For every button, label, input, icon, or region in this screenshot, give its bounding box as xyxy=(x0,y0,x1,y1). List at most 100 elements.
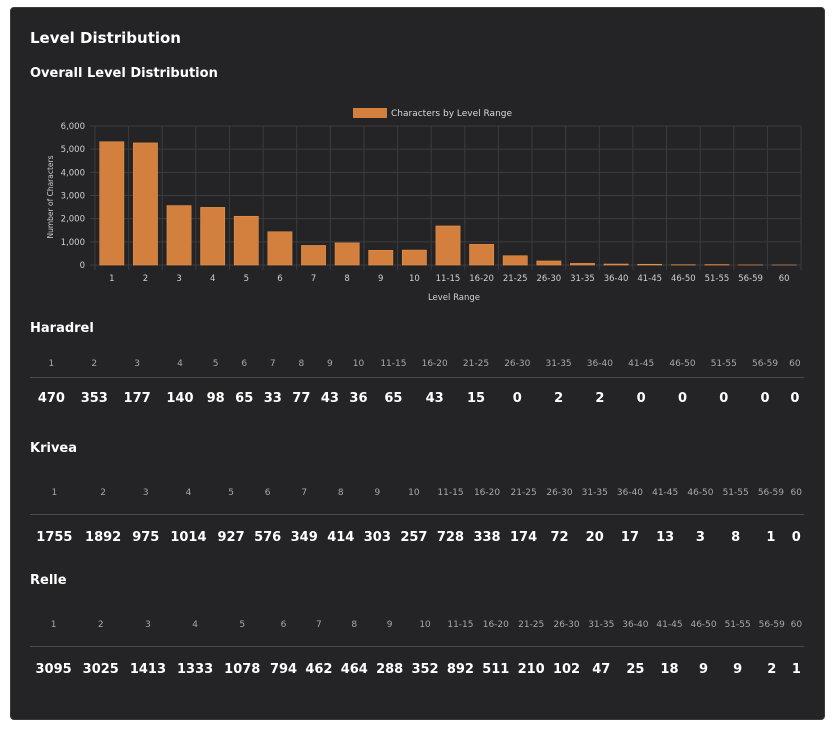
chart-legend[interactable]: Characters by Level Range xyxy=(353,108,512,119)
y-tick-label: 2,000 xyxy=(61,215,85,225)
count-cell: 462 xyxy=(305,661,333,677)
level-header-cell: 36-40 xyxy=(579,351,621,378)
bar-3[interactable] xyxy=(166,205,192,266)
level-header-cell: 7 xyxy=(285,472,323,515)
level-header-cell: 10 xyxy=(395,472,433,515)
count-cell: 43 xyxy=(320,390,339,406)
y-tick-label: 1,000 xyxy=(61,238,85,248)
level-header-cell: 3 xyxy=(127,472,165,515)
count-cell: 1755 xyxy=(36,529,73,545)
level-header-cell: 8 xyxy=(322,472,360,515)
bar-5[interactable] xyxy=(233,215,259,266)
bar-41-45[interactable] xyxy=(637,263,663,266)
x-axis-ticks: 1 2 3 4 5 6 7 8 9 10 11-15 16-20 21-25 26-30 31-35 36-4… xyxy=(109,274,790,284)
count-cell: 353 xyxy=(80,390,108,406)
count-cell: 0 xyxy=(719,390,729,406)
count-cell: 8 xyxy=(731,529,741,545)
relle-stats-table: 1 2 3 4 5 6 7 8 9 10 11-15 16-20 21-25 26-30 31-35 36-4… xyxy=(30,604,804,691)
count-cell: 0 xyxy=(636,390,646,406)
level-header-cell: 10 xyxy=(407,604,443,647)
level-bar-chart: 0 1,000 2,000 3,000 4,000 5,000 6,000 1 2 3 4 5 6 7 8… xyxy=(46,108,802,303)
bar-16-20[interactable] xyxy=(469,244,495,266)
level-header-row: 1 2 3 4 5 6 7 8 9 10 11-15 16-20 21-25 26-30 31-35 36-4… xyxy=(30,351,804,378)
count-cell: 65 xyxy=(384,390,403,406)
level-header-cell: 46-50 xyxy=(686,604,721,647)
bar-11-15[interactable] xyxy=(435,225,461,266)
count-cell: 17 xyxy=(620,529,639,545)
bar-10[interactable] xyxy=(401,249,427,266)
region-title-haradrel: Haradrel xyxy=(30,321,94,336)
count-cell: 0 xyxy=(790,390,800,406)
count-cell: 13 xyxy=(656,529,675,545)
level-header-cell: 2 xyxy=(72,351,116,378)
level-header-cell: 3 xyxy=(115,351,159,378)
count-cell: 9 xyxy=(733,661,743,677)
level-header-cell: 9 xyxy=(359,472,396,515)
level-header-cell: 60 xyxy=(785,351,804,378)
count-cell: 1333 xyxy=(177,661,214,677)
bar-21-25[interactable] xyxy=(502,255,528,266)
level-header-cell: 1 xyxy=(30,604,78,647)
x-tick-label: 21-25 xyxy=(503,274,528,284)
bar-8[interactable] xyxy=(334,242,360,266)
bar-4[interactable] xyxy=(200,207,226,266)
count-cell: 3 xyxy=(695,529,705,545)
count-cell: 1078 xyxy=(224,661,261,677)
x-tick-label: 4 xyxy=(210,274,215,284)
count-cell: 0 xyxy=(791,529,801,545)
level-header-cell: 31-35 xyxy=(537,351,580,378)
bar-1[interactable] xyxy=(99,141,125,266)
x-tick-label: 5 xyxy=(244,274,249,284)
level-header-cell: 41-45 xyxy=(647,472,683,515)
x-tick-label: 26-30 xyxy=(537,274,562,284)
count-cell: 511 xyxy=(482,661,510,677)
level-header-cell: 7 xyxy=(258,351,288,378)
legend-label: Characters by Level Range xyxy=(391,109,512,119)
x-axis-label: Level Range xyxy=(428,293,480,303)
count-cell: 77 xyxy=(292,390,311,406)
bar-9[interactable] xyxy=(368,250,394,266)
x-tick-label: 10 xyxy=(409,274,420,284)
x-tick-label: 7 xyxy=(311,274,316,284)
count-cell: 349 xyxy=(290,529,318,545)
count-cell: 794 xyxy=(269,661,298,677)
count-cell: 2 xyxy=(554,390,564,406)
x-tick-label: 8 xyxy=(344,274,349,284)
level-header-cell: 6 xyxy=(265,604,302,647)
count-cell: 257 xyxy=(400,529,428,545)
level-header-cell: 9 xyxy=(371,604,408,647)
count-cell: 288 xyxy=(376,661,404,677)
level-header-cell: 60 xyxy=(788,604,804,647)
count-cell: 47 xyxy=(592,661,611,677)
level-header-cell: 26-30 xyxy=(548,604,585,647)
chart-heading: Overall Level Distribution xyxy=(30,66,218,81)
level-header-cell: 56-59 xyxy=(753,472,789,515)
count-cell: 25 xyxy=(626,661,645,677)
count-cell: 414 xyxy=(327,529,355,545)
bar-7[interactable] xyxy=(301,245,326,266)
level-header-cell: 16-20 xyxy=(478,604,514,647)
count-cell: 33 xyxy=(263,390,282,406)
level-header-row: 1 2 3 4 5 6 7 8 9 10 11-15 16-20 21-25 26-30 31-35 36-4… xyxy=(30,604,804,647)
bar-36-40[interactable] xyxy=(603,263,629,266)
count-cell: 0 xyxy=(512,390,522,406)
count-cell: 470 xyxy=(37,390,65,406)
level-header-cell: 5 xyxy=(201,351,230,378)
bar-31-35[interactable] xyxy=(570,263,595,266)
count-cell: 18 xyxy=(660,661,679,677)
count-cell: 3025 xyxy=(82,661,119,677)
y-axis-ticks: 0 1,000 2,000 3,000 4,000 5,000 6,000 xyxy=(61,122,85,271)
level-header-cell: 7 xyxy=(301,604,337,647)
count-row: 470 353 177 140 98 65 33 77 43 36 65 43 15 0 2 2 0 0 0 0 0 xyxy=(30,378,804,419)
x-tick-label: 51-55 xyxy=(705,274,730,284)
count-cell: 72 xyxy=(550,529,569,545)
bar-2[interactable] xyxy=(133,142,158,266)
level-header-cell: 36-40 xyxy=(618,604,653,647)
y-tick-label: 6,000 xyxy=(61,122,85,132)
count-cell: 1 xyxy=(766,529,776,545)
bar-6[interactable] xyxy=(267,231,293,266)
count-cell: 1413 xyxy=(129,661,167,677)
region-title-relle: Relle xyxy=(30,573,67,588)
count-row: 1755 1892 975 1014 927 576 349 414 303 257 728 338 1… xyxy=(30,515,804,560)
bar-26-30[interactable] xyxy=(536,260,562,266)
